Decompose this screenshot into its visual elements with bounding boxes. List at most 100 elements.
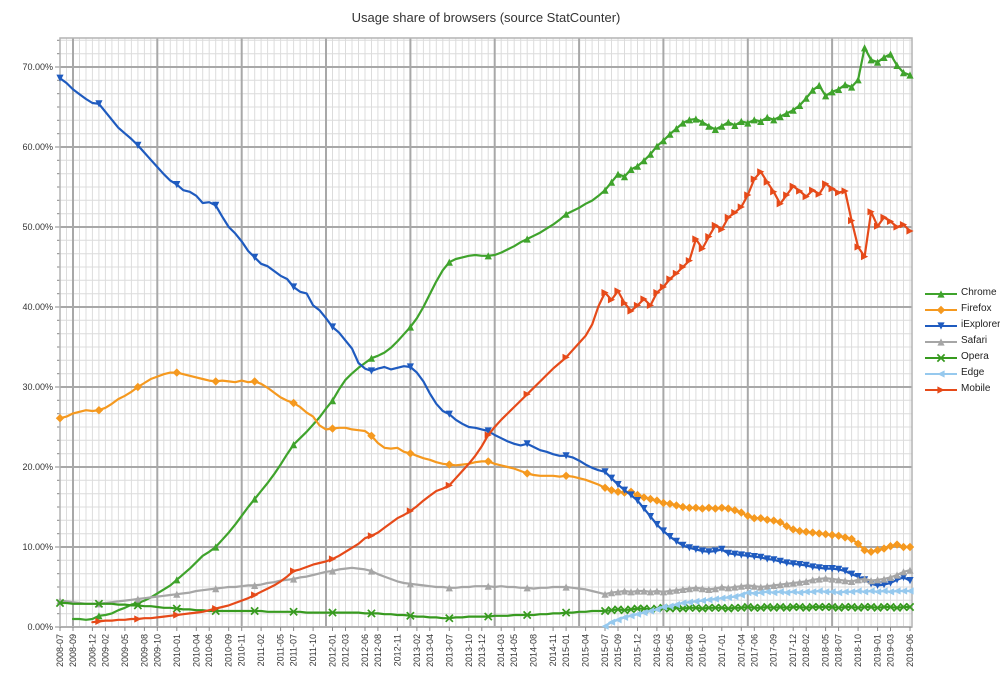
series-marker: [835, 565, 843, 573]
series-marker: [607, 296, 616, 304]
series-marker: [750, 603, 759, 613]
series-marker: [672, 125, 681, 133]
series-marker: [718, 583, 726, 591]
series-marker: [692, 545, 700, 553]
series-marker: [835, 85, 843, 93]
series-marker: [698, 245, 706, 253]
series-marker: [854, 576, 862, 584]
series-marker: [666, 602, 674, 610]
series-marker: [808, 602, 817, 612]
series-marker: [705, 596, 713, 604]
series-marker: [484, 252, 492, 260]
series-marker: [711, 504, 720, 513]
series-marker: [835, 589, 843, 597]
series-marker: [750, 514, 759, 523]
series-marker: [886, 579, 895, 587]
y-tick-label: 40.00%: [22, 302, 53, 312]
series-marker: [848, 570, 856, 578]
series-marker: [841, 588, 849, 596]
series-marker: [653, 587, 661, 595]
series-marker: [840, 602, 850, 612]
series-marker: [367, 431, 376, 440]
series-marker: [646, 494, 655, 504]
legend-swatch-graphic: [925, 353, 957, 363]
series-marker: [731, 550, 739, 558]
series-marker: [906, 71, 914, 79]
series-marker: [289, 567, 298, 575]
series-marker: [484, 427, 492, 435]
series-marker: [796, 561, 804, 569]
series-marker: [744, 119, 752, 127]
series-marker: [899, 573, 908, 581]
x-tick-label: 2008-12: [87, 634, 97, 667]
series-marker: [822, 588, 830, 596]
series-marker: [724, 593, 732, 601]
x-tick-label: 2018-02: [801, 634, 811, 667]
series-marker: [666, 275, 674, 283]
series-marker: [822, 180, 830, 188]
series-marker: [893, 571, 901, 579]
series-edge: [601, 587, 914, 630]
series-marker: [659, 137, 668, 145]
series-marker: [445, 410, 453, 418]
series-marker: [698, 504, 707, 513]
series-marker: [893, 223, 901, 231]
series-marker: [522, 469, 532, 478]
series-marker: [633, 604, 642, 613]
series-marker: [821, 530, 830, 539]
series-marker: [809, 576, 817, 584]
x-tick-label: 2013-10: [464, 634, 474, 667]
x-tick-label: 2017-12: [788, 634, 798, 667]
series-marker: [744, 581, 752, 589]
series-marker: [562, 210, 570, 218]
series-marker: [653, 605, 661, 613]
series-marker: [445, 481, 453, 489]
series-marker: [666, 533, 674, 541]
series-marker: [620, 299, 629, 307]
series-marker: [737, 203, 745, 211]
series-marker: [679, 119, 687, 127]
series-marker: [757, 553, 765, 561]
series-marker: [659, 527, 668, 535]
series-marker: [789, 182, 797, 190]
series-marker: [763, 178, 771, 186]
series-marker: [724, 584, 732, 592]
series-marker: [743, 511, 752, 520]
series-marker: [853, 539, 863, 548]
series-marker: [711, 585, 719, 593]
x-tick-label: 2011-05: [276, 634, 286, 666]
series-marker: [873, 581, 882, 589]
series-marker: [646, 607, 655, 615]
series-marker: [406, 507, 414, 515]
series-marker: [814, 529, 824, 538]
series-marker: [731, 121, 739, 129]
series-marker: [711, 547, 719, 555]
series-marker: [646, 588, 655, 596]
series-iexplorer: [56, 74, 914, 589]
legend-swatch-iexplorer: [924, 319, 958, 331]
y-tick-label: 50.00%: [22, 222, 53, 232]
series-marker: [789, 602, 798, 612]
x-tick-label: 2013-12: [477, 634, 487, 667]
series-marker: [860, 253, 869, 261]
series-marker: [828, 88, 836, 96]
series-marker: [328, 555, 337, 563]
series-marker: [659, 498, 668, 508]
series-marker: [685, 116, 693, 124]
series-marker: [880, 587, 888, 595]
series-marker: [737, 591, 745, 599]
series-marker: [937, 370, 945, 378]
legend-swatch-firefox: [924, 303, 958, 315]
series-marker: [653, 521, 661, 529]
series-marker: [936, 305, 946, 315]
series-marker: [672, 501, 681, 510]
series-marker: [847, 534, 856, 544]
series-marker: [367, 532, 376, 540]
series-marker: [717, 603, 727, 613]
x-tick-label: 2010-01: [172, 634, 182, 667]
series-marker: [892, 540, 902, 549]
legend-item-chrome: Chrome: [924, 287, 1000, 299]
series-marker: [484, 431, 492, 439]
series-marker: [679, 599, 687, 607]
